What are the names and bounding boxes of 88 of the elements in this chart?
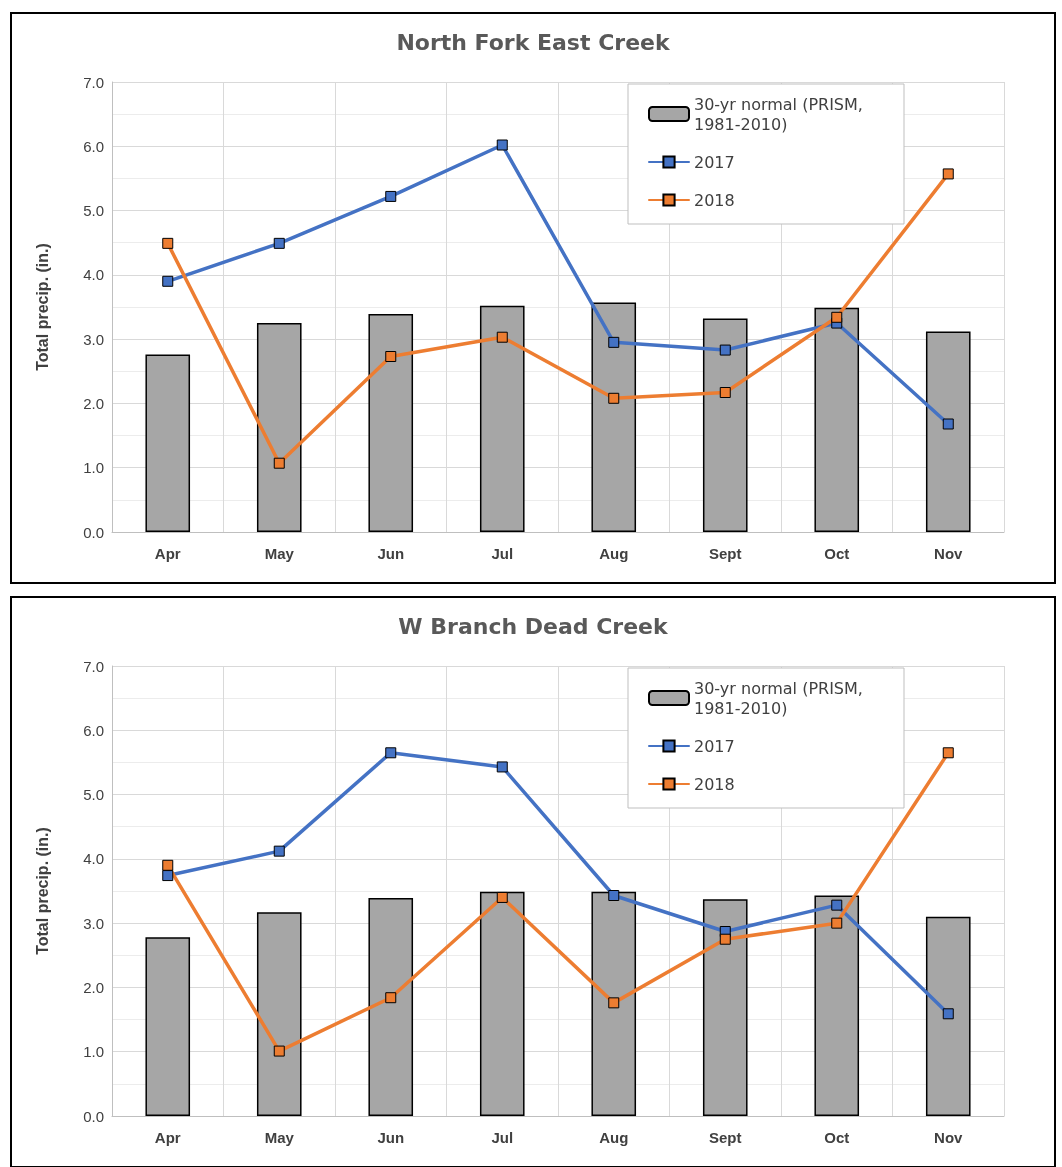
point: [273, 457, 285, 469]
y-tick-label: 3.0: [83, 914, 104, 932]
point: [942, 418, 954, 430]
x-tick-label: Apr: [154, 1129, 181, 1146]
point: [496, 891, 508, 903]
point: [385, 351, 397, 362]
y-tick-label: 1.0: [83, 459, 104, 477]
bar: [256, 912, 302, 1116]
x-tick-label: May: [264, 545, 295, 562]
x-tick-label: May: [264, 1129, 295, 1146]
bar: [479, 305, 525, 532]
bar: [702, 899, 748, 1116]
y-axis-title: Total precip. (in.): [33, 827, 51, 955]
point: [496, 331, 508, 343]
bar: [479, 891, 525, 1116]
point: [942, 1008, 954, 1020]
point: [942, 168, 954, 180]
y-tick-label: 2.0: [83, 978, 104, 996]
point: [385, 992, 397, 1004]
y-tick-label: 4.0: [83, 266, 104, 284]
point: [496, 139, 508, 151]
bar: [925, 916, 971, 1116]
point: [273, 845, 285, 857]
point: [831, 917, 843, 929]
x-tick-label: Nov: [934, 1129, 964, 1146]
y-tick-label: 5.0: [83, 786, 104, 804]
point: [162, 859, 174, 871]
y-tick-label: 7.0: [83, 657, 104, 675]
bar: [814, 895, 860, 1116]
point: [496, 761, 508, 773]
y-tick-label: 6.0: [83, 137, 104, 155]
legend-label: 2017: [694, 736, 735, 756]
point: [273, 1045, 285, 1057]
y-tick-label: 5.0: [83, 202, 104, 220]
legend-label: 2018: [694, 774, 735, 794]
point: [831, 899, 843, 911]
x-tick-label: Oct: [824, 545, 850, 562]
point: [608, 392, 620, 404]
y-tick-label: 3.0: [83, 330, 104, 348]
bar: [145, 937, 191, 1116]
point: [162, 275, 174, 287]
bar: [702, 318, 748, 532]
x-tick-label: Jul: [491, 1129, 514, 1146]
chart-title: W Branch Dead Creek: [398, 613, 670, 639]
legend-label: 2018: [694, 190, 735, 210]
x-tick-label: Jun: [377, 1129, 405, 1146]
y-tick-label: 2.0: [83, 394, 104, 412]
bar: [368, 314, 414, 532]
bar: [591, 302, 637, 532]
chart-title: North Fork East Creek: [396, 29, 671, 55]
y-tick-label: 0.0: [83, 1107, 104, 1125]
bar: [925, 331, 971, 532]
point: [831, 311, 843, 323]
bar: [368, 898, 414, 1116]
bar: [145, 354, 191, 532]
y-tick-label: 1.0: [83, 1043, 104, 1061]
point: [162, 870, 174, 882]
x-tick-label: Jul: [491, 545, 514, 562]
point: [385, 190, 397, 202]
x-tick-label: Aug: [599, 1129, 629, 1146]
x-tick-label: Apr: [154, 545, 181, 562]
x-tick-label: Oct: [824, 1129, 850, 1146]
point: [719, 387, 731, 398]
point: [385, 747, 397, 759]
x-tick-label: Sept: [708, 1129, 742, 1146]
bar: [591, 891, 637, 1116]
x-tick-label: Sept: [708, 545, 742, 562]
point: [719, 344, 731, 356]
bar: [256, 323, 302, 532]
y-axis-title: Total precip. (in.): [33, 243, 51, 371]
x-tick-label: Aug: [599, 545, 629, 562]
point: [608, 336, 620, 348]
point: [162, 237, 174, 249]
point: [719, 933, 731, 945]
point: [608, 997, 620, 1009]
x-tick-label: Nov: [934, 545, 964, 562]
legend-label: 2017: [694, 152, 735, 172]
point: [273, 237, 285, 249]
legend-label: 30-yr normal (PRISM, 1981-2010): [694, 678, 868, 718]
bar: [814, 307, 860, 532]
point: [608, 890, 620, 901]
point: [942, 747, 954, 759]
x-tick-label: Jun: [377, 545, 405, 562]
y-tick-label: 6.0: [83, 721, 104, 739]
y-tick-label: 7.0: [83, 73, 104, 91]
y-tick-label: 0.0: [83, 523, 104, 541]
y-tick-label: 4.0: [83, 850, 104, 868]
legend-label: 30-yr normal (PRISM, 1981-2010): [694, 94, 868, 134]
